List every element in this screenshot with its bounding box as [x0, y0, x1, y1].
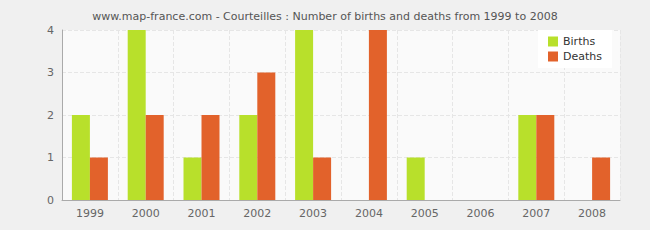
svg-text:2004: 2004 — [355, 207, 383, 220]
svg-text:2000: 2000 — [132, 207, 160, 220]
svg-text:2002: 2002 — [243, 207, 271, 220]
svg-text:1999: 1999 — [76, 207, 104, 220]
svg-text:Births: Births — [563, 35, 595, 48]
svg-text:2008: 2008 — [578, 207, 606, 220]
svg-text:Deaths: Deaths — [563, 50, 602, 63]
svg-text:1: 1 — [47, 151, 54, 164]
svg-text:2006: 2006 — [467, 207, 495, 220]
svg-text:2: 2 — [47, 109, 54, 122]
svg-text:2001: 2001 — [188, 207, 216, 220]
svg-text:www.map-france.com - Courteill: www.map-france.com - Courteilles : Numbe… — [92, 10, 557, 23]
svg-text:0: 0 — [47, 194, 54, 207]
svg-text:3: 3 — [47, 66, 54, 79]
svg-text:4: 4 — [47, 24, 54, 37]
svg-text:2007: 2007 — [522, 207, 550, 220]
svg-text:2005: 2005 — [411, 207, 439, 220]
svg-text:2003: 2003 — [299, 207, 327, 220]
